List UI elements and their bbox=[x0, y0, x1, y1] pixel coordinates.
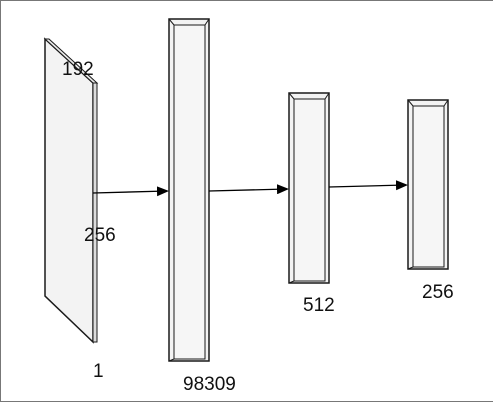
layer-1-box bbox=[168, 18, 210, 362]
input-width-label: 256 bbox=[84, 225, 116, 246]
layer-3-size-label: 256 bbox=[422, 282, 454, 303]
input-depth-label: 1 bbox=[93, 361, 104, 382]
arrow-layer-2-to-layer-3 bbox=[328, 180, 408, 191]
layer-1-size-label: 98309 bbox=[183, 375, 236, 394]
layer-3-box bbox=[407, 99, 449, 270]
arrow-layer-1-to-layer-2 bbox=[208, 184, 289, 195]
layer-2-box bbox=[288, 92, 330, 284]
input-layer bbox=[43, 37, 99, 344]
input-height-label: 192 bbox=[62, 59, 94, 80]
arrow-input-to-layer-1 bbox=[92, 186, 169, 197]
layer-2-size-label: 512 bbox=[303, 295, 335, 316]
